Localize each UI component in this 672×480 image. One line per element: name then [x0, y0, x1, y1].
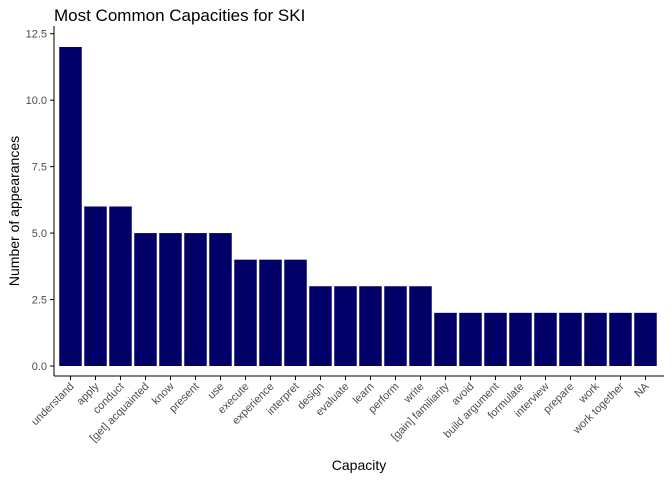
bars-group	[59, 47, 657, 366]
chart-title: Most Common Capacities for SKI	[54, 6, 305, 25]
x-axis-title: Capacity	[332, 457, 386, 473]
y-tick-label: 12.5	[26, 29, 47, 41]
bar-12	[359, 286, 382, 366]
bar-11	[334, 286, 357, 366]
bar-22	[609, 312, 632, 366]
bar-3	[134, 233, 157, 366]
bar-17	[484, 312, 507, 366]
y-ticks-group: 0.0 2.5 5.0 7.5 10.0 12.5	[26, 29, 54, 373]
bar-0	[59, 47, 82, 366]
bar-4	[159, 233, 182, 366]
x-tick-label: NA	[632, 380, 652, 400]
bar-7	[234, 259, 257, 366]
y-tick-label: 10.0	[26, 95, 47, 107]
bar-16	[459, 312, 482, 366]
bar-20	[559, 312, 582, 366]
y-tick-label: 5.0	[32, 228, 47, 240]
bar-8	[259, 259, 282, 366]
bar-1	[84, 206, 107, 366]
bar-15	[434, 312, 457, 366]
y-axis-title: Number of appearances	[6, 136, 22, 286]
y-tick-label: 7.5	[32, 162, 47, 174]
bar-5	[184, 233, 207, 366]
bar-13	[384, 286, 407, 366]
bar-6	[209, 233, 232, 366]
bar-14	[409, 286, 432, 366]
y-tick-label: 2.5	[32, 295, 47, 307]
bar-21	[584, 312, 607, 366]
x-tick-label: understand	[29, 381, 76, 428]
bar-2	[109, 206, 132, 366]
x-tick-label: use	[206, 381, 227, 402]
bar-19	[534, 312, 557, 366]
bar-23	[634, 312, 657, 366]
bar-10	[309, 286, 332, 366]
y-tick-label: 0.0	[32, 361, 47, 373]
bar-9	[284, 259, 307, 366]
bar-18	[509, 312, 532, 366]
